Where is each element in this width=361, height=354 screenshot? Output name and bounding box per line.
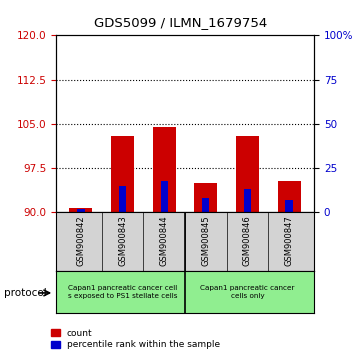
Bar — [161, 181, 168, 212]
Text: GSM900845: GSM900845 — [201, 215, 210, 266]
Bar — [77, 209, 84, 212]
Text: GSM900846: GSM900846 — [243, 215, 252, 266]
Bar — [119, 186, 126, 212]
Text: GSM900844: GSM900844 — [160, 215, 169, 266]
Text: protocol: protocol — [4, 288, 46, 298]
Text: Capan1 pancreatic cancer cell
s exposed to PS1 stellate cells: Capan1 pancreatic cancer cell s exposed … — [68, 285, 177, 299]
Text: Capan1 pancreatic cancer
cells only: Capan1 pancreatic cancer cells only — [200, 285, 295, 299]
Text: GSM900843: GSM900843 — [118, 215, 127, 266]
Legend: count, percentile rank within the sample: count, percentile rank within the sample — [52, 329, 220, 349]
Bar — [202, 198, 209, 212]
Text: GSM900842: GSM900842 — [77, 215, 86, 266]
Bar — [286, 200, 293, 212]
Text: GDS5099 / ILMN_1679754: GDS5099 / ILMN_1679754 — [94, 16, 267, 29]
Text: GSM900847: GSM900847 — [284, 215, 293, 266]
Bar — [111, 136, 134, 212]
Bar — [236, 136, 259, 212]
Bar — [153, 127, 176, 212]
Bar — [278, 181, 301, 212]
Bar — [244, 189, 251, 212]
Bar — [69, 208, 92, 212]
Bar — [194, 183, 217, 212]
